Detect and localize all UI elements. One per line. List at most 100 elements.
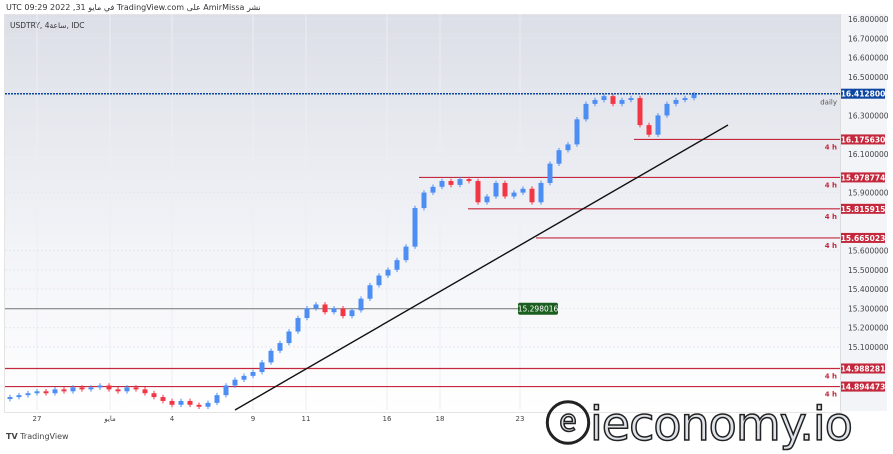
symbol-legend: USDTRY, ساعة4, IDC — [10, 21, 85, 30]
price-tick: 16.100000 — [848, 150, 889, 159]
candle-body — [214, 395, 220, 403]
candle-body — [268, 350, 274, 363]
candle-body — [592, 100, 598, 104]
candle-body — [160, 397, 166, 401]
level-price-tag — [841, 172, 885, 183]
candle-body — [70, 387, 76, 392]
candle-body — [52, 389, 58, 394]
candle-body — [124, 387, 130, 392]
candle-body — [106, 385, 112, 390]
candle-body — [16, 395, 22, 398]
candle-body — [403, 246, 409, 261]
candle-body — [493, 182, 499, 197]
candle-body — [637, 98, 643, 126]
candle-body — [583, 103, 589, 120]
trendline — [234, 124, 729, 411]
candle-body — [448, 181, 454, 185]
candle-body — [574, 119, 580, 145]
level-timeframe-label: 4 h — [825, 213, 837, 221]
publish-header: UTC في مايو 31, 2022 09:29 TradingView.c… — [6, 3, 261, 12]
candle-body — [628, 98, 634, 101]
candle-body — [565, 144, 571, 151]
price-tick: 15.900000 — [848, 189, 889, 198]
price-tick: 15.300000 — [848, 304, 889, 313]
candle-body — [691, 94, 697, 99]
candle-body — [439, 181, 445, 187]
price-tick: 16.600000 — [848, 54, 889, 63]
price-tick: 16.500000 — [848, 73, 889, 82]
candle-body — [79, 387, 85, 390]
candle-body — [655, 115, 661, 135]
current-price-note: daily — [820, 99, 837, 107]
candle-body — [322, 304, 328, 313]
level-price-label: 15.978774 — [841, 173, 886, 182]
candle-body — [538, 182, 544, 203]
candle-body — [178, 400, 184, 405]
candle-body — [223, 385, 229, 396]
candle-body — [619, 100, 625, 104]
support-label: 15.298016 — [518, 305, 559, 314]
candle-body — [232, 379, 238, 386]
candle-body — [412, 208, 418, 247]
level-timeframe-label: 4 h — [825, 242, 837, 250]
candle-body — [529, 188, 535, 203]
candle-body — [358, 298, 364, 311]
candle-body — [376, 275, 382, 286]
price-tick: 16.700000 — [848, 34, 889, 43]
candle-body — [151, 393, 157, 398]
candle-body — [88, 387, 94, 390]
support-label-box — [518, 302, 558, 315]
candle-body — [97, 385, 103, 388]
level-price-label: 14.894473 — [841, 383, 886, 392]
candle-body — [169, 400, 175, 405]
candle-body — [682, 98, 688, 101]
candle-body — [511, 192, 517, 197]
current-price-tag — [841, 88, 885, 99]
time-tick: 9 — [251, 415, 255, 423]
level-price-tag — [841, 381, 885, 392]
candle-body — [142, 389, 148, 394]
level-timeframe-label: 4 h — [825, 391, 837, 399]
candle-body — [340, 308, 346, 317]
candle-body — [646, 125, 652, 135]
candle-body — [421, 192, 427, 209]
time-tick: 23 — [516, 415, 525, 423]
candle-body — [43, 391, 49, 394]
candle-body — [547, 163, 553, 183]
candle-body — [313, 304, 319, 309]
candle-body — [664, 103, 670, 116]
current-price-label: 16.412800 — [841, 90, 886, 99]
candle-body — [385, 269, 391, 276]
level-price-label: 14.988281 — [841, 364, 886, 373]
candle-body — [331, 308, 337, 313]
price-tick: 15.200000 — [848, 324, 889, 333]
candle-body — [259, 362, 265, 373]
watermark: ⓔieconomy.io — [544, 396, 853, 452]
candle-body — [349, 310, 355, 317]
time-tick: مايو — [103, 415, 116, 423]
candle-body — [187, 400, 193, 405]
level-timeframe-label: 4 h — [825, 143, 837, 151]
level-price-label: 15.665023 — [841, 234, 886, 243]
candle-body — [520, 188, 526, 193]
price-tick: 15.500000 — [848, 266, 889, 275]
level-price-tag — [841, 232, 885, 243]
candle-body — [7, 397, 13, 400]
time-tick: 11 — [302, 415, 311, 423]
candle-body — [277, 343, 283, 351]
candle-body — [241, 375, 247, 380]
time-tick: 16 — [383, 415, 392, 423]
price-tick: 15.600000 — [848, 246, 889, 255]
candle-body — [556, 150, 562, 164]
candle-body — [250, 372, 256, 376]
time-tick: 4 — [170, 415, 175, 423]
candle-body — [601, 96, 607, 101]
price-tick: 15.400000 — [848, 285, 889, 294]
level-price-label: 15.815915 — [841, 205, 886, 214]
candle-body — [466, 179, 472, 182]
candle-body — [367, 285, 373, 299]
candle-body — [304, 308, 310, 318]
time-tick: 27 — [33, 415, 42, 423]
time-tick: 18 — [436, 415, 445, 423]
